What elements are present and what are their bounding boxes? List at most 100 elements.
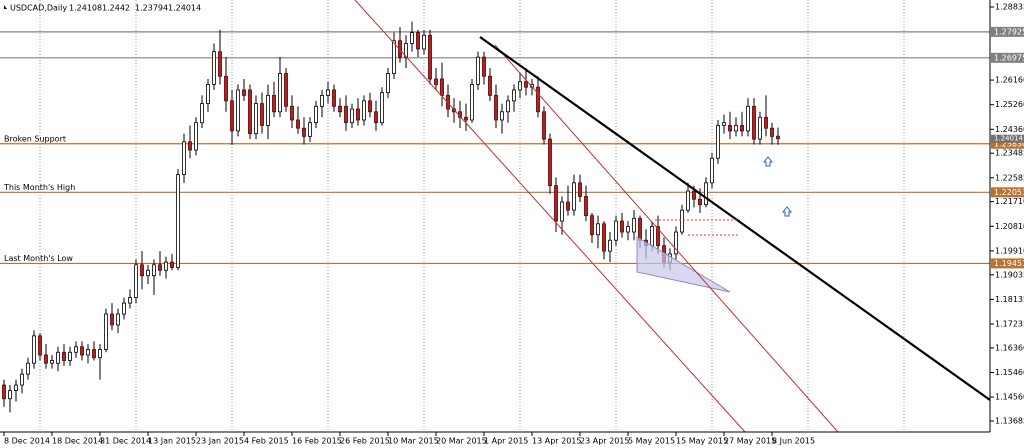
header: USDCAD,Daily 1.24108 1.2442 1.23794 1.24…	[4, 4, 201, 13]
x-tick-label: 13 Apr 2015	[532, 437, 581, 446]
level-label: 1.27925	[994, 27, 1024, 36]
candle-body	[356, 108, 360, 121]
x-tick-label: 5 May 2015	[628, 437, 675, 446]
candle-body	[206, 84, 210, 104]
x-tick-label: 13 Jan 2015	[148, 437, 196, 446]
candle-body	[128, 297, 132, 304]
y-tick-label: 1.22585	[995, 173, 1024, 182]
y-tick-label: 1.18135	[995, 295, 1024, 304]
candle-body	[488, 75, 492, 96]
candle-body	[80, 346, 84, 356]
y-tick-label: 1.20810	[995, 222, 1024, 231]
candle-body	[386, 73, 390, 94]
candle-body	[512, 89, 516, 102]
level-label: 1.19451	[994, 259, 1024, 268]
y-tick-label: 1.15460	[995, 368, 1024, 377]
x-tick-label: 8 Jun 2015	[772, 437, 815, 446]
candle-body	[746, 105, 750, 132]
candle-body	[614, 220, 618, 241]
candle-body	[524, 81, 528, 88]
x-tick-label: 16 Feb 2015	[292, 437, 342, 446]
candle-body	[380, 92, 384, 124]
x-tick-label: 18 Dec 2014	[52, 437, 103, 446]
y-tick-label: 1.13685	[995, 416, 1024, 425]
candle-body	[374, 111, 378, 124]
candle-body	[392, 40, 396, 74]
x-tick-label: 20 Mar 2015	[436, 437, 487, 446]
level-label-box	[991, 187, 1024, 198]
candle-body	[248, 89, 252, 135]
x-tick-label: 10 Mar 2015	[388, 437, 439, 446]
candle-body	[62, 351, 66, 361]
candle-body	[608, 239, 612, 252]
candle-body	[536, 86, 540, 113]
candle-body	[242, 89, 246, 96]
arrow-icon	[781, 206, 793, 217]
level-label-box	[991, 138, 1024, 149]
candle-body	[8, 390, 12, 400]
candle-body	[734, 125, 738, 132]
candle-body	[146, 269, 150, 277]
candle-body	[692, 190, 696, 200]
candle-body	[410, 32, 414, 44]
candle-body	[110, 313, 114, 326]
candle-body	[164, 261, 168, 271]
candle-body	[332, 89, 336, 107]
candle-body	[74, 346, 78, 353]
candle-body	[548, 138, 552, 186]
level-label-box	[991, 26, 1024, 37]
candle-body	[776, 135, 780, 140]
candle-body	[482, 56, 486, 77]
y-tick-label: 1.24360	[995, 125, 1024, 134]
candle-body	[200, 103, 204, 124]
x-tick-label: 1 Apr 2015	[484, 437, 528, 446]
y-tick-label: 1.28835	[995, 2, 1024, 11]
level-label: 1.23830	[994, 139, 1024, 148]
level-label: 1.26975	[994, 53, 1024, 62]
candle-body	[284, 73, 288, 107]
symbol: USDCAD,Daily	[10, 4, 67, 13]
candle-body	[116, 313, 120, 326]
y-tick-label: 1.19035	[995, 270, 1024, 279]
candle-body	[674, 231, 678, 255]
y-tick-label: 1.23485	[995, 149, 1024, 158]
level-label: 1.22053	[994, 188, 1024, 197]
candle-body	[500, 111, 504, 121]
candle-body	[434, 78, 438, 85]
candle-body	[296, 119, 300, 129]
candle-body	[362, 100, 366, 121]
candle-body	[302, 127, 306, 137]
candle-body	[770, 127, 774, 137]
candle-body	[476, 56, 480, 85]
candle-body	[98, 349, 102, 359]
candle-body	[68, 351, 72, 361]
candle-body	[104, 313, 108, 350]
candle-body	[572, 182, 576, 211]
candle-body	[86, 349, 90, 356]
candle-body	[122, 302, 126, 315]
price-label-box	[991, 134, 1024, 143]
candle-body	[542, 111, 546, 140]
candle-body	[230, 100, 234, 132]
candle-body	[152, 264, 156, 277]
candle-body	[632, 217, 636, 233]
x-tick-label: 4 Feb 2015	[244, 437, 289, 446]
candle-body	[338, 105, 342, 113]
candle-body	[2, 384, 6, 400]
x-tick-label: 23 Jan 2015	[196, 437, 244, 446]
candle-body	[50, 360, 54, 364]
y-tick-label: 1.21710	[995, 197, 1024, 206]
level-label-box	[991, 258, 1024, 269]
candle-body	[44, 354, 48, 364]
level-name: Broken Support	[4, 134, 66, 143]
y-tick-label: 1.16360	[995, 343, 1024, 352]
candle-body	[428, 34, 432, 80]
candle-body	[620, 220, 624, 233]
x-tick-label: 31 Dec 2014	[100, 437, 151, 446]
candle-body	[722, 122, 726, 126]
triangle	[636, 236, 731, 293]
candle-body	[290, 105, 294, 121]
candle-body	[440, 78, 444, 96]
last-open: 1.24108	[69, 4, 102, 13]
